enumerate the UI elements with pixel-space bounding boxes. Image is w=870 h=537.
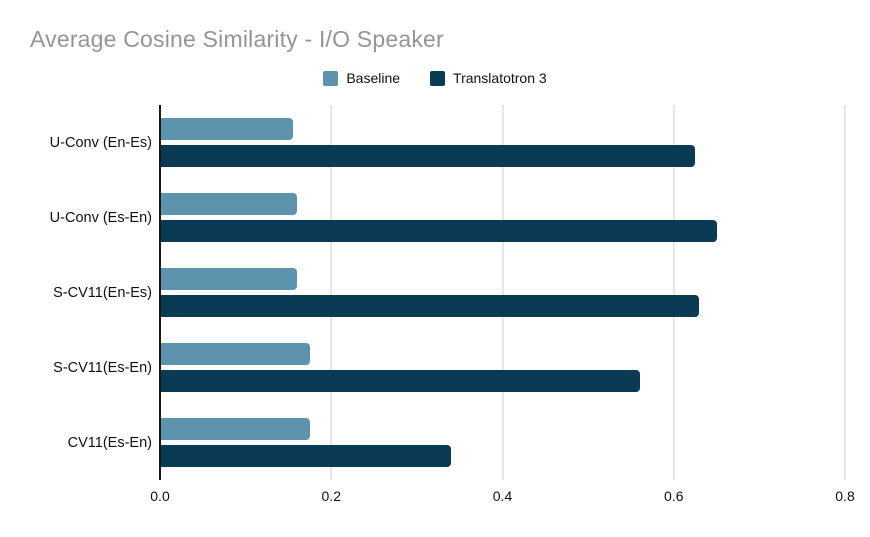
x-tick-label: 0.6 xyxy=(664,488,684,504)
category-label: S-CV11(Es-En) xyxy=(53,359,152,376)
gridline xyxy=(502,105,503,480)
x-tick-label: 0.8 xyxy=(835,488,855,504)
bar-group xyxy=(160,405,845,480)
category-label: CV11(Es-En) xyxy=(67,434,152,451)
legend-swatch-translatotron3 xyxy=(430,70,446,86)
legend-label-translatotron3: Translatotron 3 xyxy=(453,70,547,86)
legend-item-baseline: Baseline xyxy=(323,70,400,86)
bar-baseline xyxy=(160,418,310,440)
legend: Baseline Translatotron 3 xyxy=(0,70,870,86)
bar-translatotron-3 xyxy=(160,370,640,392)
gridline xyxy=(673,105,675,480)
bar-rows xyxy=(160,105,845,480)
bar-group xyxy=(160,330,845,405)
bar-translatotron-3 xyxy=(160,295,700,317)
x-axis-labels: 0.0 0.2 0.4 0.6 0.8 xyxy=(150,488,854,508)
gridline xyxy=(844,105,846,480)
bar-translatotron-3 xyxy=(160,220,717,242)
plot-area xyxy=(159,105,846,480)
category-label: U-Conv (Es-En) xyxy=(49,209,152,226)
y-axis-line xyxy=(159,105,161,480)
y-axis-labels: U-Conv (En-Es) U-Conv (Es-En) S-CV11(En-Es… xyxy=(0,105,152,480)
chart-title: Average Cosine Similarity - I/O Speaker xyxy=(30,26,444,52)
legend-label-baseline: Baseline xyxy=(346,70,401,86)
legend-item-translatotron3: Translatotron 3 xyxy=(430,70,547,86)
category-label: S-CV11(En-Es) xyxy=(53,284,152,301)
bar-baseline xyxy=(160,193,297,215)
bar-group xyxy=(160,105,845,180)
bar-baseline xyxy=(160,118,293,140)
bar-baseline xyxy=(160,268,297,290)
bar-translatotron-3 xyxy=(160,445,452,467)
bar-group xyxy=(160,255,845,330)
gridline xyxy=(330,105,332,480)
legend-swatch-baseline xyxy=(323,70,339,86)
x-tick-label: 0.0 xyxy=(150,488,170,504)
bar-baseline xyxy=(160,343,310,365)
bar-translatotron-3 xyxy=(160,145,696,167)
bar-group xyxy=(160,180,845,255)
x-tick-label: 0.4 xyxy=(492,488,513,504)
category-label: U-Conv (En-Es) xyxy=(49,134,152,151)
x-tick-label: 0.2 xyxy=(321,488,341,504)
